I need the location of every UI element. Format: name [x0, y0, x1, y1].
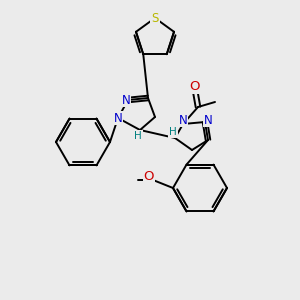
- Text: N: N: [114, 112, 122, 124]
- Text: H: H: [134, 131, 142, 141]
- Text: N: N: [204, 113, 212, 127]
- Text: H: H: [169, 127, 177, 137]
- Text: O: O: [190, 80, 200, 92]
- Text: O: O: [144, 170, 154, 184]
- Text: N: N: [122, 94, 130, 106]
- Text: N: N: [178, 113, 188, 127]
- Text: S: S: [151, 11, 159, 25]
